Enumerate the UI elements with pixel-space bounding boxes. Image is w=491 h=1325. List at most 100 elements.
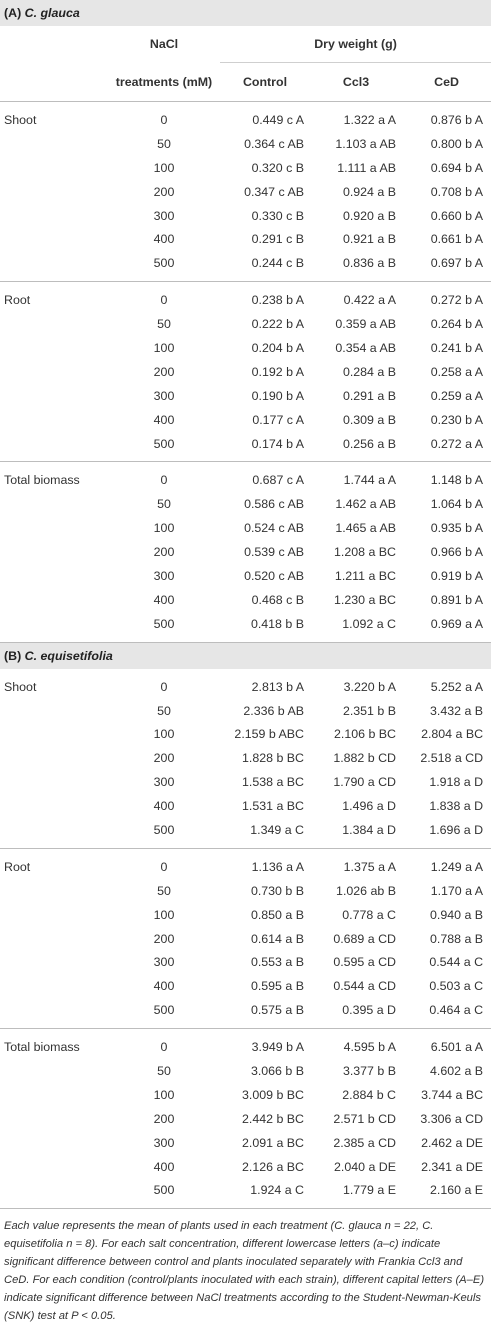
ced-value-cell: 0.230 b A bbox=[430, 412, 484, 427]
control-value-cell: 0.520 c AB bbox=[244, 568, 304, 583]
ccl3-value-cell: 2.351 b B bbox=[342, 703, 396, 718]
ced-value-cell: 2.160 a E bbox=[402, 1178, 491, 1210]
ccl3-value-cell: 1.230 a BC bbox=[334, 592, 396, 607]
header-blank-cell bbox=[0, 62, 108, 102]
table-row: 500 1.924 a C 1.779 a E 2.160 a E bbox=[0, 1178, 491, 1210]
group-label bbox=[0, 1107, 108, 1131]
ced-value-cell: 2.462 a DE bbox=[421, 1135, 484, 1150]
header-nacl-line1: NaCl bbox=[149, 37, 179, 52]
table-row: 200 2.442 b BC 2.571 b CD 3.306 a CD bbox=[0, 1107, 491, 1131]
ccl3-value-cell: 1.111 a AB bbox=[337, 160, 396, 175]
nacl-treatment-cell: 200 bbox=[153, 1111, 175, 1126]
ced-value-cell: 0.464 a C bbox=[402, 998, 491, 1030]
ccl3-value-cell: 2.106 b BC bbox=[334, 727, 396, 742]
ced-value-cell: 0.272 b A bbox=[430, 293, 484, 308]
ced-value-cell: 0.969 a A bbox=[402, 611, 491, 643]
ccl3-value-cell: 1.779 a E bbox=[310, 1178, 402, 1210]
table-row: 50 0.364 c AB 1.103 a AB 0.800 b A bbox=[0, 132, 491, 156]
control-value-cell: 2.126 a BC bbox=[242, 1159, 304, 1174]
section-a-header-row: (A) C. glauca bbox=[0, 0, 491, 26]
group-label bbox=[0, 770, 108, 794]
ccl3-value-cell: 1.375 a A bbox=[343, 859, 396, 874]
group-label bbox=[0, 132, 108, 156]
ccl3-value-cell: 0.778 a C bbox=[342, 907, 396, 922]
nacl-treatment-cell: 100 bbox=[153, 160, 175, 175]
ccl3-value-cell: 3.377 b B bbox=[342, 1064, 396, 1078]
group-label bbox=[0, 611, 108, 643]
nacl-treatment-cell: 0 bbox=[160, 112, 168, 127]
table-row: 50 0.222 b A 0.359 a AB 0.264 b A bbox=[0, 312, 491, 336]
control-value-cell: 0.364 c AB bbox=[244, 136, 304, 151]
nacl-treatment-cell: 500 bbox=[108, 998, 220, 1030]
control-value-cell: 1.924 a C bbox=[220, 1178, 310, 1210]
nacl-treatment-cell: 0 bbox=[160, 293, 168, 308]
nacl-treatment-cell: 300 bbox=[153, 775, 175, 790]
section-b-body: (B) C. equisetifolia Shoot 0 2.813 b A 3.22… bbox=[0, 642, 491, 1210]
table-row: 200 0.192 b A 0.284 a B 0.258 a A bbox=[0, 360, 491, 384]
ccl3-value-cell: 1.462 a AB bbox=[335, 497, 396, 512]
group-label bbox=[0, 974, 108, 998]
nacl-treatment-cell: 300 bbox=[153, 208, 175, 223]
control-value-cell: 0.238 b A bbox=[251, 293, 304, 308]
ced-value-cell: 1.838 a D bbox=[429, 799, 484, 814]
ced-value-cell: 0.661 b A bbox=[430, 232, 484, 247]
ced-value-cell: 3.744 a BC bbox=[421, 1087, 484, 1102]
nacl-treatment-cell: 200 bbox=[153, 931, 175, 946]
control-value-cell: 0.347 c AB bbox=[244, 184, 304, 199]
control-value-cell: 0.468 c B bbox=[251, 592, 304, 607]
group-label bbox=[0, 722, 108, 746]
nacl-treatment-cell: 500 bbox=[108, 1178, 220, 1210]
ced-value-cell: 4.602 a B bbox=[430, 1064, 484, 1078]
table-row: 400 0.468 c B 1.230 a BC 0.891 b A bbox=[0, 588, 491, 612]
nacl-treatment-cell: 400 bbox=[153, 799, 175, 814]
ced-value-cell: 0.694 b A bbox=[430, 160, 484, 175]
ccl3-value-cell: 2.884 b C bbox=[342, 1087, 396, 1102]
control-value-cell: 0.320 c B bbox=[251, 160, 304, 175]
table-row: 100 0.204 b A 0.354 a AB 0.241 b A bbox=[0, 336, 491, 360]
ced-value-cell: 0.891 b A bbox=[430, 592, 484, 607]
ced-value-cell: 0.241 b A bbox=[430, 340, 484, 355]
ced-value-cell: 0.788 a B bbox=[430, 931, 484, 946]
ced-value-cell: 1.249 a A bbox=[430, 859, 484, 874]
ced-value-cell: 0.708 b A bbox=[430, 184, 484, 199]
nacl-treatment-cell: 500 bbox=[108, 251, 220, 283]
table-row: 500 0.575 a B 0.395 a D 0.464 a C bbox=[0, 998, 491, 1030]
group-label: Root bbox=[4, 293, 31, 308]
group-label bbox=[0, 336, 108, 360]
ced-value-cell: 0.919 b A bbox=[430, 568, 484, 583]
ccl3-value-cell: 1.208 a BC bbox=[334, 545, 396, 560]
group-label bbox=[0, 1155, 108, 1179]
group-label bbox=[0, 384, 108, 408]
ccl3-value-cell: 1.211 a BC bbox=[334, 568, 396, 583]
ccl3-value-cell: 0.359 a AB bbox=[335, 317, 396, 332]
nacl-treatment-cell: 500 bbox=[108, 431, 220, 463]
group-label bbox=[0, 540, 108, 564]
section-b-title: (B) C. equisetifolia bbox=[0, 642, 491, 669]
table-row: 50 0.586 c AB 1.462 a AB 1.064 b A bbox=[0, 492, 491, 516]
ccl3-value-cell: 2.385 a CD bbox=[333, 1135, 396, 1150]
control-value-cell: 1.349 a C bbox=[220, 818, 310, 849]
dry-weight-table: (A) C. glauca NaCl Dry weight (g) treatm… bbox=[0, 0, 491, 1210]
ced-value-cell: 0.940 a B bbox=[430, 907, 484, 922]
control-value-cell: 0.539 c AB bbox=[244, 545, 304, 560]
ced-value-cell: 5.252 a A bbox=[430, 679, 484, 694]
nacl-treatment-cell: 400 bbox=[153, 232, 175, 247]
table-row: 100 0.524 c AB 1.465 a AB 0.935 b A bbox=[0, 516, 491, 540]
table-row: 50 0.730 b B 1.026 ab B 1.170 a A bbox=[0, 879, 491, 903]
ced-value-cell: 0.660 b A bbox=[430, 208, 484, 223]
ced-value-cell: 2.341 a DE bbox=[421, 1159, 484, 1174]
control-value-cell: 0.524 c AB bbox=[244, 521, 304, 536]
nacl-treatment-cell: 400 bbox=[153, 1159, 175, 1174]
group-label bbox=[0, 1131, 108, 1155]
nacl-treatment-cell: 50 bbox=[157, 317, 171, 332]
ccl3-value-cell: 0.924 a B bbox=[342, 184, 396, 199]
ccl3-value-cell: 1.465 a AB bbox=[335, 521, 396, 536]
group-label bbox=[0, 879, 108, 903]
ced-value-cell: 0.966 b A bbox=[430, 545, 484, 560]
table-row: 400 2.126 a BC 2.040 a DE 2.341 a DE bbox=[0, 1155, 491, 1179]
ccl3-value-cell: 0.595 a CD bbox=[333, 955, 396, 970]
nacl-treatment-cell: 300 bbox=[153, 955, 175, 970]
ccl3-value-cell: 1.092 a C bbox=[310, 611, 402, 643]
group-label: Shoot bbox=[4, 679, 37, 694]
ced-value-cell: 0.800 b A bbox=[430, 136, 484, 151]
